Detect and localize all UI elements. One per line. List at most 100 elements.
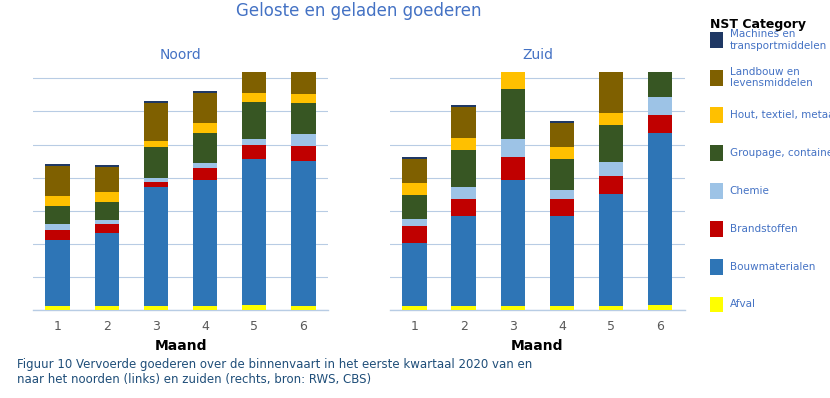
Bar (144, 101, 168, 103)
Bar (291, 146, 315, 160)
Bar (242, 93, 266, 102)
Text: Groupage, containers: Groupage, containers (730, 148, 830, 158)
Bar (193, 133, 217, 163)
Text: Zuid: Zuid (522, 48, 553, 62)
Bar (144, 140, 168, 147)
Bar (242, 49, 266, 51)
Bar (46, 166, 70, 196)
Bar (549, 199, 574, 216)
Bar (452, 187, 476, 199)
X-axis label: Maand: Maand (154, 339, 207, 353)
Bar (193, 123, 217, 133)
Text: Afval: Afval (730, 299, 755, 310)
Bar (291, 52, 315, 94)
Bar (144, 187, 168, 306)
Bar (193, 306, 217, 310)
Bar (549, 190, 574, 199)
Bar (291, 160, 315, 306)
Bar (452, 107, 476, 138)
Bar (46, 230, 70, 240)
Bar (403, 159, 427, 183)
Text: NST Category: NST Category (710, 18, 806, 31)
Bar (452, 306, 476, 310)
Bar (95, 165, 120, 167)
Bar (598, 70, 623, 113)
Bar (242, 51, 266, 93)
Bar (648, 305, 672, 310)
Bar (403, 183, 427, 195)
Bar (46, 224, 70, 230)
Text: Brandstoffen: Brandstoffen (730, 224, 797, 234)
Bar (95, 234, 120, 306)
Bar (46, 306, 70, 310)
Text: Machines en
transportmiddelen: Machines en transportmiddelen (730, 29, 827, 51)
Bar (193, 180, 217, 306)
Bar (648, 0, 672, 37)
Bar (291, 306, 315, 310)
Bar (242, 305, 266, 310)
Bar (452, 138, 476, 150)
Bar (500, 156, 525, 180)
Bar (242, 159, 266, 305)
Bar (598, 162, 623, 176)
Bar (452, 199, 476, 216)
Text: Bouwmaterialen: Bouwmaterialen (730, 261, 815, 272)
Bar (193, 91, 217, 93)
Bar (95, 220, 120, 224)
Bar (403, 157, 427, 159)
Bar (500, 29, 525, 72)
Bar (598, 113, 623, 125)
X-axis label: Maand: Maand (511, 339, 564, 353)
Bar (648, 37, 672, 55)
Bar (46, 206, 70, 224)
Bar (144, 306, 168, 310)
Bar (452, 216, 476, 306)
Bar (46, 164, 70, 166)
Bar (403, 243, 427, 306)
Bar (95, 167, 120, 192)
Bar (291, 50, 315, 52)
Bar (648, 55, 672, 97)
Bar (144, 147, 168, 178)
Bar (242, 139, 266, 144)
Text: Landbouw en
levensmiddelen: Landbouw en levensmiddelen (730, 67, 813, 88)
Bar (291, 134, 315, 146)
Bar (500, 89, 525, 139)
Bar (500, 139, 525, 156)
Bar (144, 103, 168, 140)
Bar (549, 216, 574, 306)
Bar (648, 97, 672, 115)
Bar (648, 115, 672, 133)
Bar (46, 240, 70, 306)
Bar (193, 168, 217, 180)
Bar (403, 219, 427, 226)
Bar (144, 178, 168, 182)
Text: Hout, textiel, metaal: Hout, textiel, metaal (730, 110, 830, 121)
Bar (452, 105, 476, 107)
Bar (549, 147, 574, 159)
Bar (95, 192, 120, 202)
Bar (193, 163, 217, 168)
Bar (549, 123, 574, 147)
Bar (291, 103, 315, 134)
Bar (549, 121, 574, 123)
Bar (403, 195, 427, 219)
Bar (500, 72, 525, 89)
Bar (193, 93, 217, 123)
Text: Figuur 10 Vervoerde goederen over de binnenvaart in het eerste kwartaal 2020 van: Figuur 10 Vervoerde goederen over de bin… (17, 358, 532, 386)
Bar (500, 180, 525, 306)
Bar (403, 226, 427, 243)
Bar (242, 144, 266, 159)
Bar (549, 159, 574, 190)
Bar (500, 26, 525, 29)
Bar (500, 306, 525, 310)
Bar (291, 94, 315, 103)
Bar (95, 306, 120, 310)
Bar (549, 306, 574, 310)
Text: Geloste en geladen goederen: Geloste en geladen goederen (237, 2, 481, 20)
Bar (46, 196, 70, 206)
Bar (598, 306, 623, 310)
Bar (452, 150, 476, 187)
Bar (242, 102, 266, 139)
Bar (598, 176, 623, 194)
